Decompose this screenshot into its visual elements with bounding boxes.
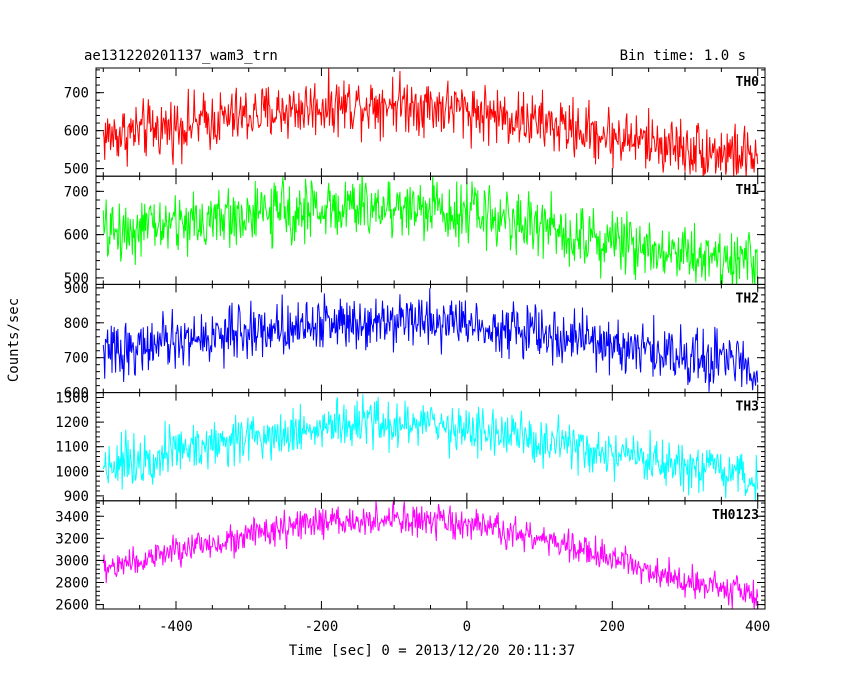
panel-label-th3: TH3: [736, 400, 759, 415]
panel-frame: [95, 67, 766, 177]
series-line-th2: [102, 288, 759, 392]
x-tick-label: -400: [159, 619, 193, 635]
y-tick-label: 600: [64, 386, 89, 402]
y-tick-label: 500: [64, 271, 89, 287]
y-tick-label: 3200: [55, 531, 89, 547]
y-tick-label: 1200: [55, 415, 89, 431]
y-tick-label: 2600: [55, 598, 89, 614]
series-line-th0123: [102, 500, 759, 609]
panel-label-th0: TH0: [736, 75, 760, 90]
y-tick-label: 900: [64, 489, 89, 505]
chart-subtitle: Bin time: 1.0 s: [620, 48, 746, 64]
panel-label-th2: TH2: [736, 291, 759, 306]
x-axis-title: Time [sec] 0 = 2013/12/20 20:11:37: [289, 643, 576, 659]
y-tick-label: 500: [64, 162, 89, 178]
y-tick-label: 3000: [55, 553, 89, 569]
y-tick-label: 700: [64, 184, 89, 200]
x-tick-label: 200: [600, 619, 625, 635]
panel-label-th0123: TH0123: [712, 508, 759, 523]
y-tick-label: 700: [64, 86, 89, 102]
y-tick-label: 1000: [55, 464, 89, 480]
chart-title: ae131220201137_wam3_trn: [84, 48, 278, 64]
y-tick-label: 700: [64, 351, 89, 367]
y-tick-label: 1300: [55, 391, 89, 407]
series-line-th3: [102, 393, 759, 501]
x-tick-label: 0: [463, 619, 471, 635]
x-tick-label: -200: [305, 619, 339, 635]
series-line-th1: [102, 176, 759, 285]
y-tick-label: 800: [64, 316, 89, 332]
x-tick-label: 400: [745, 619, 770, 635]
y-tick-label: 900: [64, 281, 89, 297]
panels-group: 500 600 700 TH0 500 600 700 TH1 600 700 800 900 TH2 9…: [55, 67, 770, 635]
y-tick-label: 1100: [55, 440, 89, 456]
y-tick-label: 3400: [55, 509, 89, 525]
panel-label-th1: TH1: [736, 183, 760, 198]
y-axis-title: Counts/sec: [6, 298, 22, 382]
y-tick-label: 600: [64, 124, 89, 140]
y-tick-label: 600: [64, 228, 89, 244]
series-line-th0: [102, 68, 759, 177]
y-tick-label: 2800: [55, 576, 89, 592]
